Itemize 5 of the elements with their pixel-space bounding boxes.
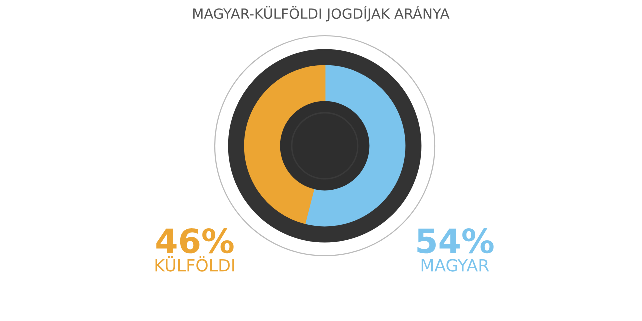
data-label: 54% bbox=[418, 228, 494, 254]
slice-label: KÜLFÖLDI bbox=[156, 256, 234, 272]
chart-title: MAGYAR-KÜLFÖLDI JOGDÍJAK ARÁNYA bbox=[194, 6, 450, 22]
data-label: 46% bbox=[156, 228, 234, 254]
slice-label: MAGYAR bbox=[422, 259, 490, 272]
